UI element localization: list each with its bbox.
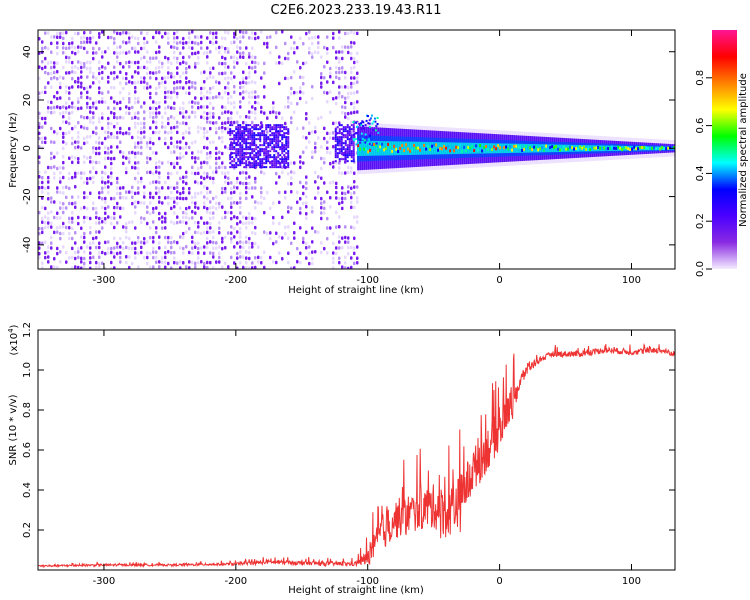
x-tick-label: 0 xyxy=(496,275,502,286)
x-tick-label: 100 xyxy=(622,576,641,587)
x-tick-label: -300 xyxy=(93,275,116,286)
snr-x-label: Height of straight line (km) xyxy=(288,585,424,596)
y-tick-label: 0.8 xyxy=(22,402,33,418)
y-tick-label: 0.2 xyxy=(22,522,33,538)
spectrogram-y-label: Frequency (Hz) xyxy=(8,112,19,188)
y-tick-label: 1.2 xyxy=(22,322,33,338)
y-tick-label: 0.6 xyxy=(22,442,33,458)
y-tick-label: 40 xyxy=(22,45,33,58)
spectrogram-frame xyxy=(37,29,676,270)
snr-frame xyxy=(37,329,676,571)
y-tick-label: 20 xyxy=(22,94,33,107)
colorbar-tick-label: 0.0 xyxy=(695,261,706,277)
snr-series-line xyxy=(38,343,675,569)
x-tick-label: -300 xyxy=(93,576,116,587)
colorbar-ticks: 0.0 0.2 0.4 0.6 0.8 xyxy=(695,70,712,277)
colorbar-tick-label: 0.2 xyxy=(695,213,706,229)
colorbar-tick-label: 0.6 xyxy=(695,118,706,134)
y-tick-label: 1.0 xyxy=(22,362,33,378)
y-tick-label: -40 xyxy=(22,237,33,253)
colorbar: 0.0 0.2 0.4 0.6 0.8 Normalized spectral ampl… xyxy=(695,30,749,277)
snr-y-label: SNR (10 * v/v) xyxy=(8,394,19,465)
snr-panel: -300 -200 -100 0 100 0.2 0.4 0.6 0.8 1.0 1.2 Heig… xyxy=(7,322,676,596)
colorbar-gradient xyxy=(712,30,737,269)
spectrogram-x-label: Height of straight line (km) xyxy=(288,285,424,296)
y-tick-label: 0.4 xyxy=(22,482,33,498)
colorbar-tick-label: 0.8 xyxy=(695,70,706,86)
colorbar-label: Normalized spectral amplitude xyxy=(738,73,749,227)
spectrogram-y-ticks: -40 -20 0 20 40 xyxy=(22,45,675,253)
y-tick-label: 0 xyxy=(22,145,33,151)
x-tick-label: -100 xyxy=(356,275,379,286)
x-tick-label: -100 xyxy=(356,576,379,587)
snr-y-ticks: 0.2 0.4 0.6 0.8 1.0 1.2 xyxy=(22,322,675,538)
colorbar-tick-label: 0.4 xyxy=(695,165,706,181)
y-tick-label: -20 xyxy=(22,188,33,204)
snr-scale-factor: (x104) xyxy=(7,324,20,355)
spectrogram-x-ticks: -300 -200 -100 0 100 xyxy=(93,30,641,286)
x-tick-label: -200 xyxy=(224,275,247,286)
x-tick-label: 100 xyxy=(622,275,641,286)
spectrogram-image xyxy=(38,30,675,269)
snr-x-ticks: -300 -200 -100 0 100 xyxy=(93,330,641,587)
figure-title: C2E6.2023.233.19.43.R11 xyxy=(270,3,441,18)
x-tick-label: -200 xyxy=(224,576,247,587)
x-tick-label: 0 xyxy=(496,576,502,587)
